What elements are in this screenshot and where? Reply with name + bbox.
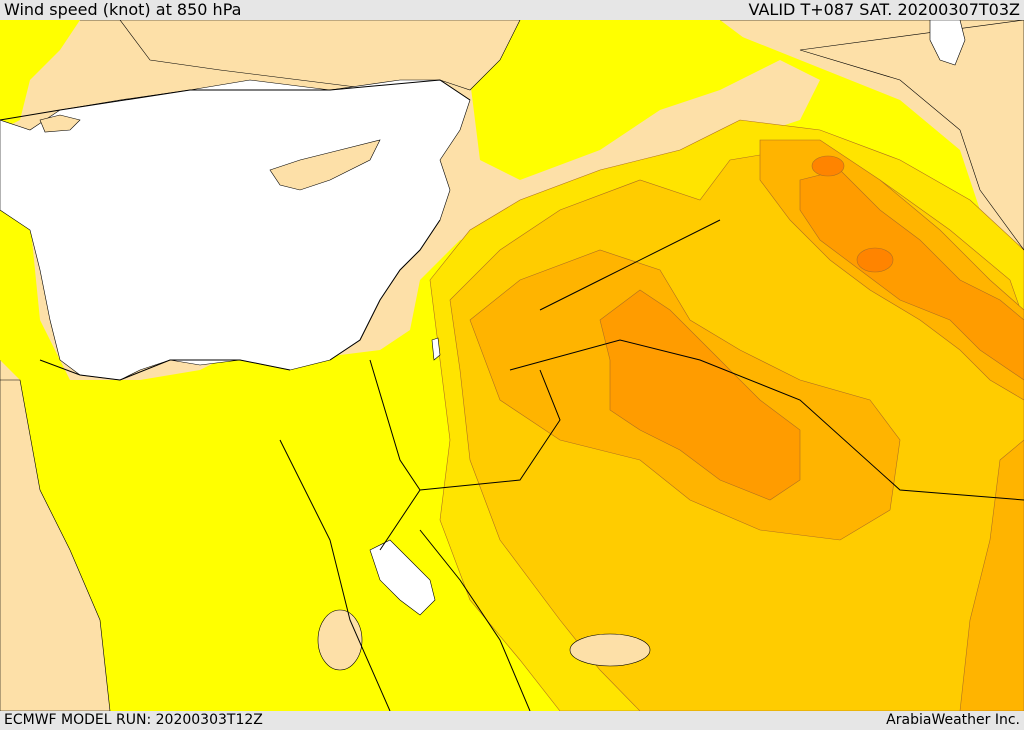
red-sea: [369, 539, 436, 616]
red-sea-coast: [279, 439, 391, 711]
wind-speed-map: [0, 20, 1024, 711]
saudi-border: [419, 369, 561, 491]
calm-patch-southwest: [0, 379, 111, 711]
dead-sea: [431, 337, 441, 361]
caspian-sea: [929, 20, 966, 66]
calm-patch-red-sea: [317, 609, 363, 671]
syria-iraq-border: [539, 219, 721, 311]
valid-time: VALID T+087 SAT. 20200307T03Z: [748, 0, 1020, 19]
turkey-coast: [0, 79, 471, 121]
wind-band-level5: [599, 289, 801, 501]
crete-island: [39, 114, 81, 133]
map-header: Wind speed (knot) at 850 hPa VALID T+087…: [0, 0, 1024, 20]
levant-coast: [329, 219, 441, 361]
arabia-red-sea-coast: [419, 529, 531, 711]
north-africa-coast: [39, 359, 291, 381]
wind-band-level5-northeast: [799, 169, 1024, 381]
calm-patch-east: [799, 20, 1024, 251]
map-footer: ECMWF MODEL RUN: 20200303T12Z ArabiaWeat…: [0, 711, 1024, 729]
map-title: Wind speed (knot) at 850 hPa: [4, 0, 242, 19]
calm-patch-arabia: [569, 633, 651, 667]
wind-band-level1-north: [0, 20, 80, 130]
borders-layer: [0, 79, 1024, 711]
jordan-iraq-border: [509, 339, 1024, 501]
wind-core-level6-north: [811, 155, 845, 177]
sinai-border: [369, 359, 421, 551]
wind-band-level1-east: [560, 20, 760, 90]
cyprus-island: [269, 139, 381, 191]
wind-core-level6: [856, 247, 894, 273]
model-run: ECMWF MODEL RUN: 20200303T12Z: [4, 712, 263, 728]
wind-band-level4-southeast: [959, 439, 1024, 711]
credit: ArabiaWeather Inc.: [886, 712, 1020, 728]
